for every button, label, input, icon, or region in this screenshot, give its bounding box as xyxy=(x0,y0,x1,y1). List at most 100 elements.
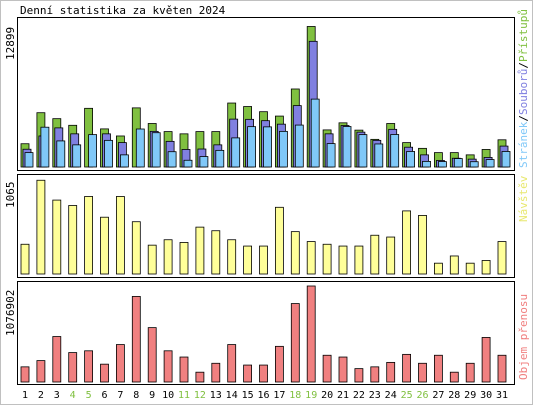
day-label-2: 2 xyxy=(38,390,44,401)
bar-middle-day-9 xyxy=(147,244,157,275)
bar-middle-day-18 xyxy=(290,231,300,275)
bar-bottom-day-16 xyxy=(259,364,268,383)
bar-stránek-day-6 xyxy=(104,139,113,168)
bar-bottom-day-22 xyxy=(354,368,364,383)
panel-top-legend: Stránek/Souborů/Přístupů xyxy=(517,9,530,168)
bar-stránek-day-26 xyxy=(422,160,431,168)
day-label-12: 12 xyxy=(194,390,206,401)
day-label-28: 28 xyxy=(448,390,460,401)
bar-bottom-day-7 xyxy=(116,344,125,383)
bar-bottom-day-27 xyxy=(433,354,443,383)
day-label-5: 5 xyxy=(86,390,92,401)
bar-stránek-day-11 xyxy=(183,159,193,168)
day-label-22: 22 xyxy=(353,390,365,401)
day-label-27: 27 xyxy=(432,390,444,401)
bar-middle-day-22 xyxy=(354,245,364,275)
day-label-25: 25 xyxy=(401,390,413,401)
bar-bottom-day-9 xyxy=(147,327,157,383)
day-label-15: 15 xyxy=(242,390,254,401)
day-label-23: 23 xyxy=(369,390,381,401)
panel-bottom-ymax-label: 1076902 xyxy=(4,290,17,336)
bar-middle-day-12 xyxy=(195,226,205,275)
day-label-8: 8 xyxy=(133,390,139,401)
panel-middle-bars xyxy=(20,179,507,275)
bar-bottom-day-2 xyxy=(36,360,46,383)
day-label-19: 19 xyxy=(305,390,317,401)
bar-middle-day-26 xyxy=(418,215,427,275)
bar-stránek-day-23 xyxy=(374,143,384,168)
bar-middle-day-29 xyxy=(465,262,475,275)
bar-middle-day-16 xyxy=(259,245,268,275)
chart-title: Denní statistika za květen 2024 xyxy=(20,4,226,17)
bar-stránek-day-20 xyxy=(326,143,336,168)
panel-top-bars xyxy=(20,26,511,168)
day-label-17: 17 xyxy=(273,390,285,401)
bar-bottom-day-30 xyxy=(481,337,491,383)
bar-bottom-day-24 xyxy=(386,361,396,383)
bar-stránek-day-12 xyxy=(199,156,209,168)
day-label-13: 13 xyxy=(210,390,222,401)
bar-bottom-day-18 xyxy=(290,303,300,383)
bar-stránek-day-27 xyxy=(437,161,447,168)
bar-middle-day-14 xyxy=(227,239,237,275)
bar-middle-day-10 xyxy=(163,239,173,275)
day-label-11: 11 xyxy=(178,390,190,401)
bar-stránek-day-31 xyxy=(501,151,511,168)
bar-middle-day-28 xyxy=(449,255,459,275)
day-label-4: 4 xyxy=(70,390,76,401)
bar-bottom-day-21 xyxy=(338,356,348,383)
bar-stránek-day-10 xyxy=(167,151,177,168)
panel-middle-legend: Návštěv xyxy=(517,175,530,222)
bar-stránek-day-18 xyxy=(294,124,304,168)
bar-stránek-day-15 xyxy=(247,126,257,168)
bar-middle-day-4 xyxy=(68,205,78,275)
day-label-9: 9 xyxy=(149,390,155,401)
day-label-6: 6 xyxy=(101,390,107,401)
bar-bottom-day-6 xyxy=(100,363,109,383)
bar-bottom-day-11 xyxy=(179,356,189,383)
bar-stránek-day-2 xyxy=(40,126,50,168)
bar-middle-day-23 xyxy=(370,234,380,275)
legend-separator-1: / xyxy=(517,115,530,122)
bar-bottom-day-14 xyxy=(227,344,237,383)
day-axis-labels: 1 2 3 4 5 6 7 8 9 10 11 12 13 14 15 16 17 18 19 20 21 22 23 24 2… xyxy=(22,390,508,401)
bar-middle-day-24 xyxy=(386,236,396,275)
day-label-24: 24 xyxy=(385,390,397,401)
bar-stránek-day-5 xyxy=(88,134,97,168)
bar-stránek-day-28 xyxy=(453,158,463,168)
bar-stránek-day-3 xyxy=(56,140,66,168)
bar-bottom-day-20 xyxy=(322,354,332,383)
bar-stránek-day-21 xyxy=(342,126,352,168)
panel-bottom-legend: Objem přenosu xyxy=(517,294,530,380)
day-label-1: 1 xyxy=(22,390,28,401)
bar-middle-day-21 xyxy=(338,245,348,275)
bar-stránek-day-14 xyxy=(231,137,241,168)
day-label-30: 30 xyxy=(480,390,492,401)
bar-stránek-day-19 xyxy=(310,98,320,168)
bar-stránek-day-24 xyxy=(390,134,400,168)
bar-middle-day-25 xyxy=(402,210,412,275)
bar-stránek-day-1 xyxy=(24,152,34,168)
bar-middle-day-11 xyxy=(179,242,189,275)
bar-bottom-day-29 xyxy=(465,362,475,383)
bar-bottom-day-10 xyxy=(163,350,173,383)
bar-stránek-day-30 xyxy=(485,159,495,168)
day-label-16: 16 xyxy=(257,390,269,401)
day-label-10: 10 xyxy=(162,390,174,401)
bar-bottom-day-19 xyxy=(306,285,316,383)
bar-bottom-day-1 xyxy=(20,366,30,383)
bar-middle-day-17 xyxy=(274,206,284,275)
bar-stránek-day-29 xyxy=(469,161,479,168)
bar-bottom-day-26 xyxy=(418,362,427,383)
bar-stránek-day-9 xyxy=(151,132,161,168)
day-label-31: 31 xyxy=(496,390,508,401)
bar-bottom-day-5 xyxy=(84,350,93,383)
legend-separator-2: / xyxy=(517,62,530,69)
bar-bottom-day-15 xyxy=(243,364,253,383)
legend-hits: Přístupů xyxy=(517,9,530,62)
bar-middle-day-6 xyxy=(100,216,109,275)
panel-bottom-bars xyxy=(20,285,507,383)
panel-top-ymax-label: 12899 xyxy=(4,27,17,60)
bar-stránek-day-17 xyxy=(278,130,288,168)
bar-stránek-day-4 xyxy=(72,144,82,168)
